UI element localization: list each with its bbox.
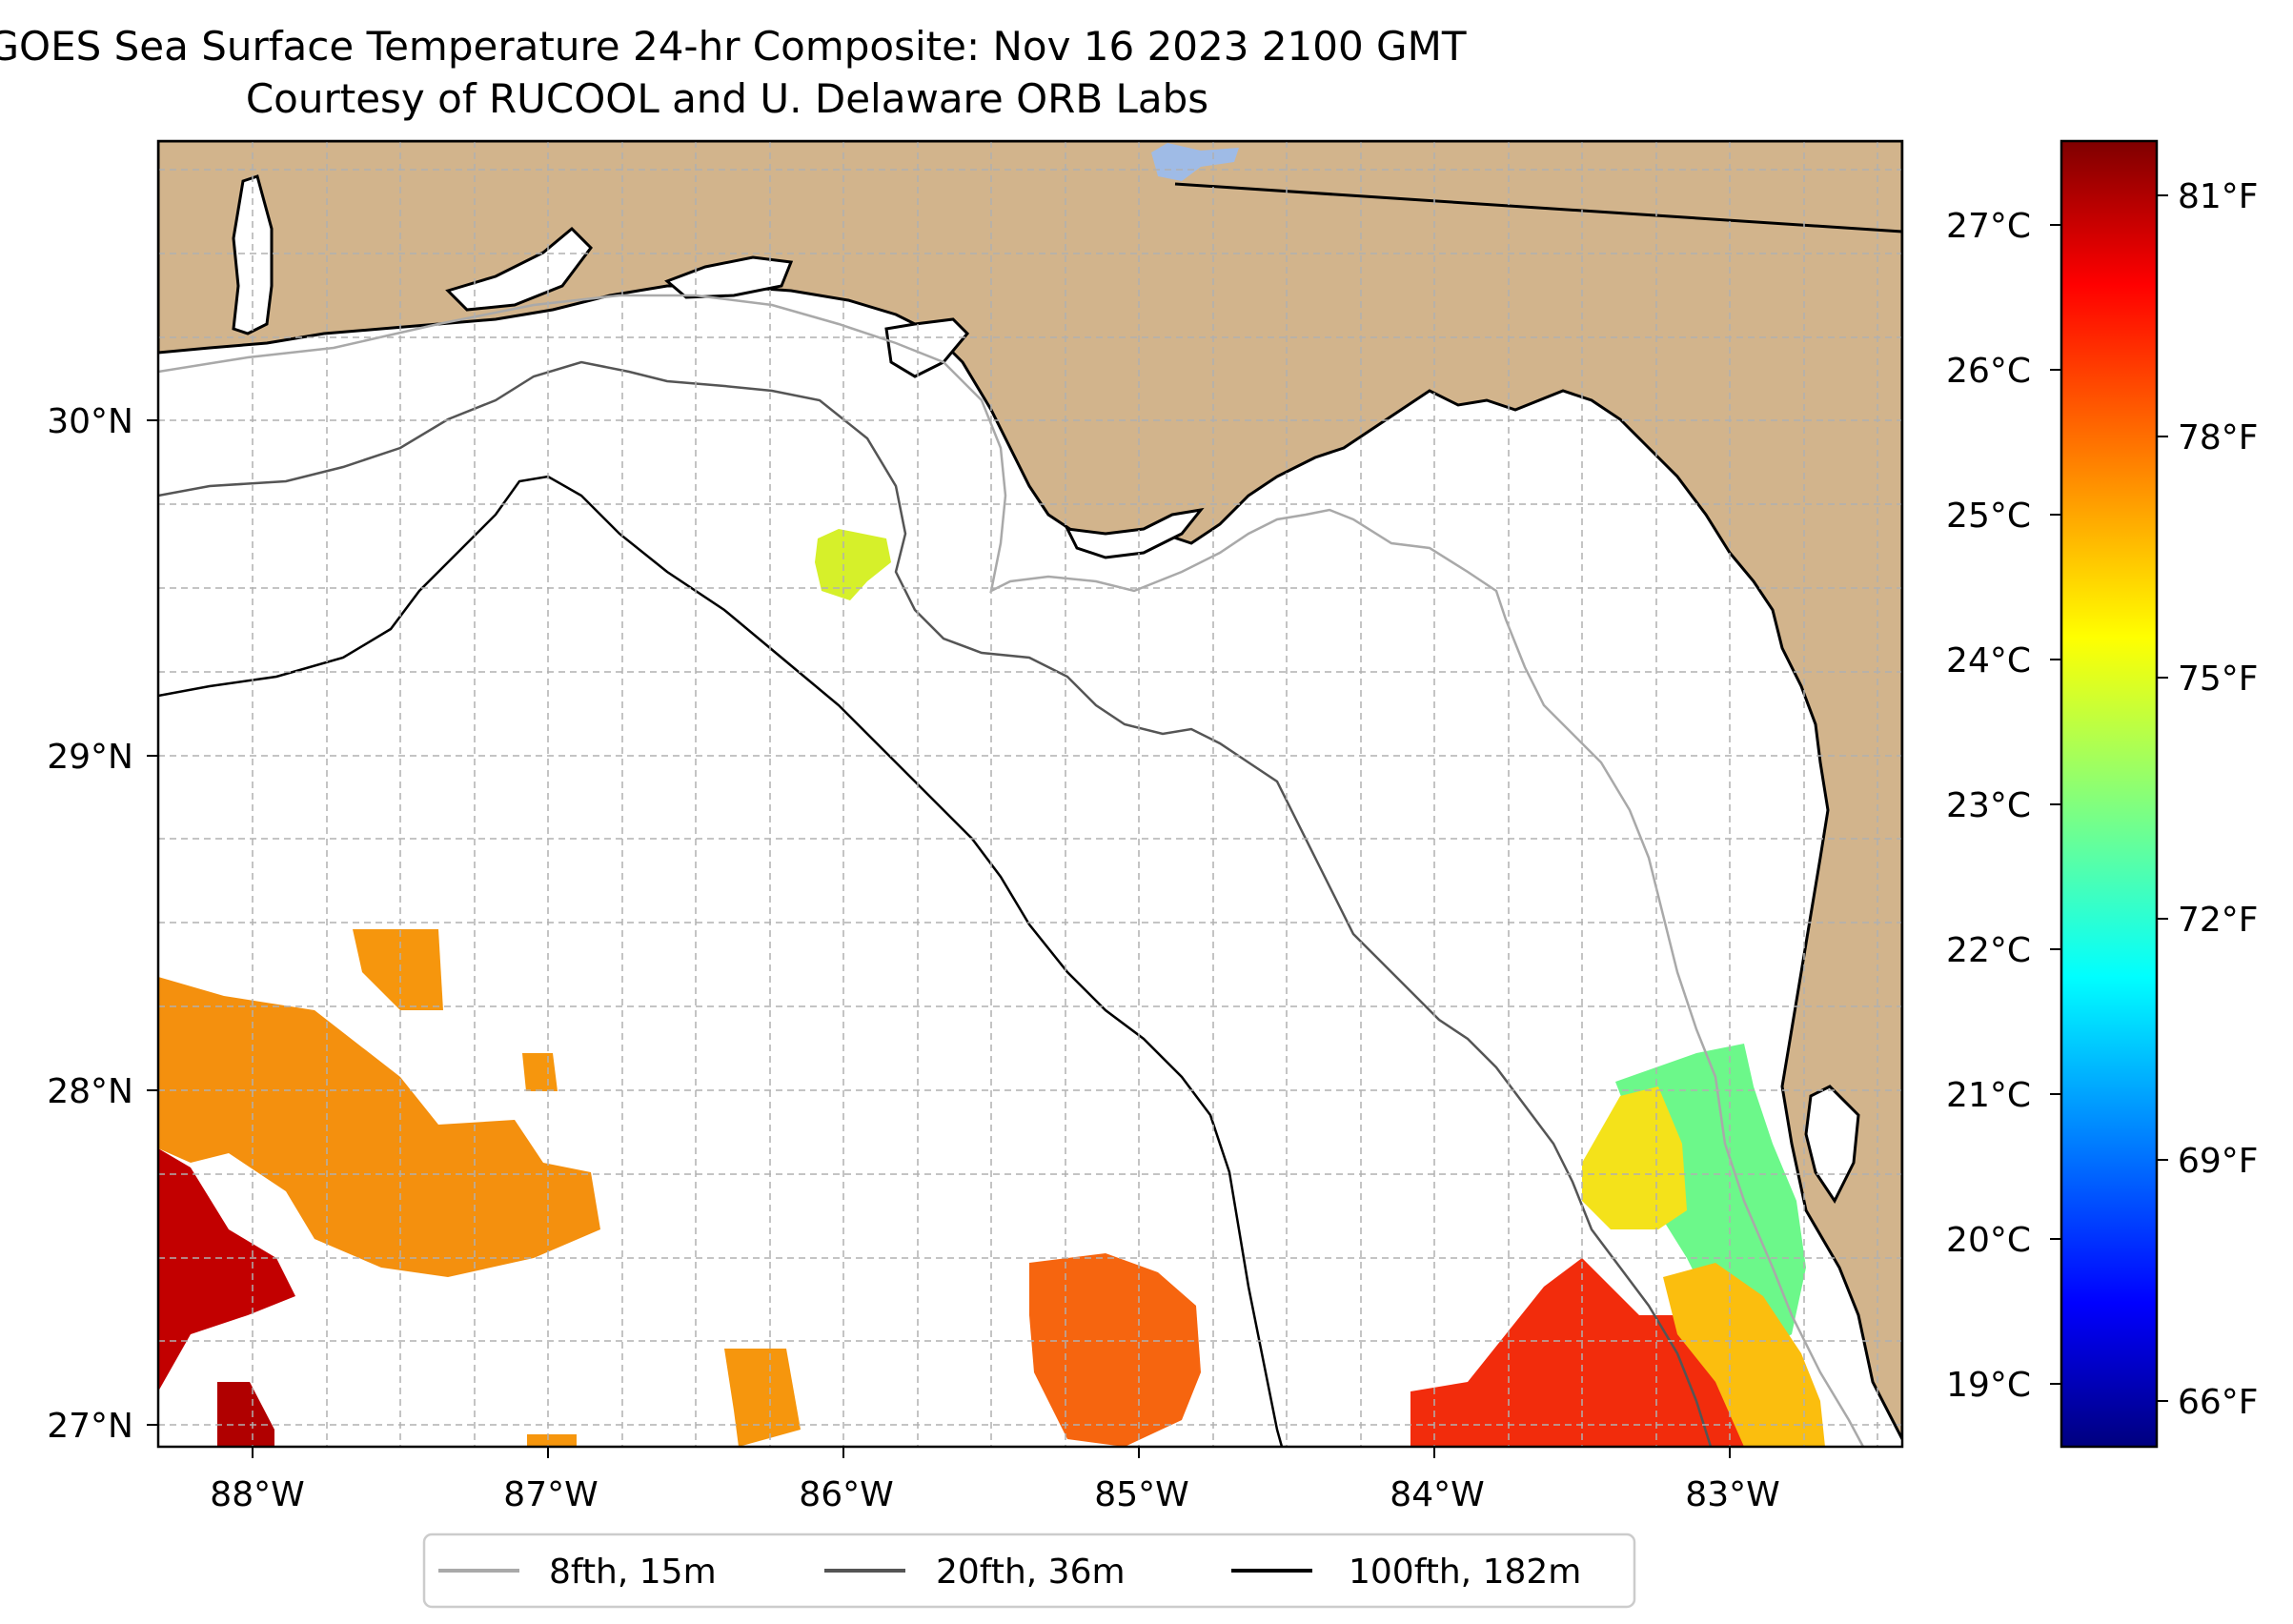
axis-ticks <box>147 419 1731 1458</box>
inland-lake <box>1151 143 1239 181</box>
lon-tick-label: 88°W <box>210 1475 304 1514</box>
contour-8fth <box>158 294 1865 1447</box>
sst-patch-west-north <box>353 929 443 1010</box>
lat-tick-label: 30°N <box>47 402 133 441</box>
colorbar-fahrenheit-label: 66°F <box>2178 1383 2259 1422</box>
map-title: GOES Sea Surface Temperature 24-hr Compo… <box>0 23 1467 70</box>
colorbar-celsius-label: 23°C <box>1946 786 2031 825</box>
gridlines <box>158 141 1902 1447</box>
colorbar-fahrenheit-label: 75°F <box>2178 660 2259 699</box>
lat-tick-label: 28°N <box>47 1072 133 1111</box>
colorbar-fahrenheit-label: 72°F <box>2178 901 2259 940</box>
colorbar-celsius-label: 24°C <box>1946 641 2031 680</box>
map-subtitle: Courtesy of RUCOOL and U. Delaware ORB L… <box>245 75 1209 122</box>
colorbar-celsius-label: 20°C <box>1946 1221 2031 1260</box>
sst-patch-west-red <box>158 1148 295 1391</box>
colorbar-celsius-label: 25°C <box>1946 497 2031 536</box>
sst-patch-south-red <box>1410 1258 1754 1447</box>
lon-tick-label: 86°W <box>799 1475 893 1514</box>
legend-label-8fth: 8fth, 15m <box>549 1553 717 1592</box>
legend-label-20fth: 20fth, 36m <box>936 1553 1126 1592</box>
sst-patch-west-large <box>158 977 600 1277</box>
legend-label-100fth: 100fth, 182m <box>1349 1553 1581 1592</box>
colorbar-fahrenheit-label: 81°F <box>2178 177 2259 216</box>
lon-tick-label: 84°W <box>1390 1475 1484 1514</box>
contour-100fth <box>158 475 1284 1447</box>
colorbar-celsius-label: 19°C <box>1946 1366 2031 1405</box>
colorbar-fahrenheit-label: 78°F <box>2178 418 2259 457</box>
tampa-bay <box>1804 1085 1860 1204</box>
colorbar-celsius-label: 22°C <box>1946 931 2031 970</box>
pensacola-bay <box>232 174 274 335</box>
sst-patch-mid <box>724 1349 801 1447</box>
sst-patch-small-a <box>522 1053 558 1091</box>
contour-20fth <box>158 360 1713 1447</box>
sst-patch-small-b <box>527 1434 577 1447</box>
sst-patch-center <box>1029 1253 1201 1447</box>
colorbar <box>2060 139 2159 1449</box>
st-joseph-bay <box>884 317 970 378</box>
colorbar-celsius-label: 26°C <box>1946 352 2031 391</box>
sst-patch-east-yellow <box>1582 1086 1687 1229</box>
colorbar-celsius-label: 27°C <box>1946 207 2031 246</box>
colorbar-ticks <box>2050 194 2168 1402</box>
colorbar-celsius-label: 21°C <box>1946 1076 2031 1115</box>
state-boundary <box>1174 182 1902 233</box>
apalachicola-bay <box>1065 507 1205 559</box>
sst-patches <box>158 529 1825 1447</box>
lat-tick-label: 29°N <box>47 738 133 777</box>
sst-patch-south-orange <box>1663 1263 1825 1447</box>
lon-tick-label: 83°W <box>1685 1475 1779 1514</box>
choctawhatchee-bay <box>445 226 593 312</box>
colorbar-fahrenheit-label: 69°F <box>2178 1142 2259 1181</box>
lon-tick-label: 87°W <box>503 1475 598 1514</box>
lat-tick-label: 27°N <box>47 1407 133 1446</box>
legend-box <box>422 1533 1636 1609</box>
legend: 8fth, 15m 20fth, 36m 100fth, 182m <box>422 1533 1636 1609</box>
st-andrew-bay <box>664 255 794 299</box>
sst-patch-small-red <box>217 1382 274 1447</box>
map-frame <box>156 139 1904 1449</box>
sst-patch-north-yellow <box>815 529 891 600</box>
lon-tick-label: 85°W <box>1094 1475 1188 1514</box>
